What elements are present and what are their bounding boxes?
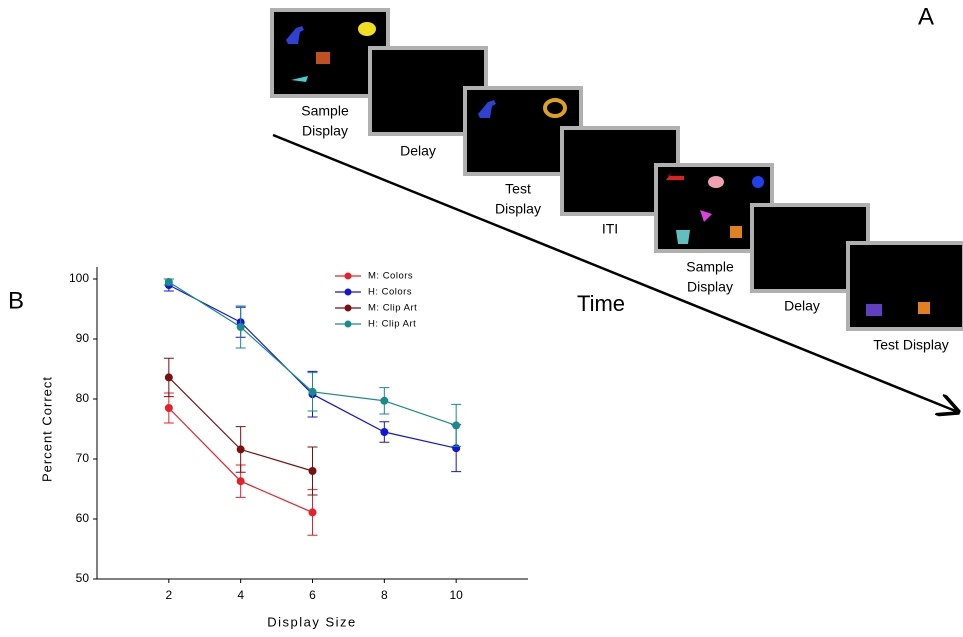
time-label: Time bbox=[577, 291, 625, 316]
screen-frame bbox=[846, 241, 963, 331]
x-axis-label: Display Size bbox=[267, 614, 357, 629]
x-tick-label: 6 bbox=[309, 588, 316, 602]
data-point bbox=[236, 323, 245, 331]
legend-label: H: Colors bbox=[368, 287, 412, 298]
y-tick-label: 90 bbox=[76, 331, 90, 345]
data-point bbox=[236, 445, 245, 454]
legend-label: M: Colors bbox=[368, 271, 413, 282]
line-chart: Percent Correct Display Size 50 60 70 80 90 1… bbox=[39, 267, 528, 629]
screen-caption: ITI bbox=[602, 221, 618, 237]
screen-caption: Sample bbox=[301, 103, 349, 119]
screen-caption: Delay bbox=[400, 143, 436, 159]
legend-marker bbox=[344, 272, 352, 280]
data-point bbox=[308, 467, 317, 475]
data-point bbox=[380, 396, 389, 405]
screen-caption: Test bbox=[505, 181, 531, 197]
data-point bbox=[236, 477, 245, 486]
data-point bbox=[308, 508, 317, 517]
x-tick-label: 2 bbox=[165, 588, 172, 602]
data-point bbox=[308, 387, 317, 396]
time-arrow bbox=[272, 133, 958, 412]
screen-caption: Delay bbox=[784, 298, 820, 314]
data-point bbox=[164, 278, 173, 286]
y-tick-label: 60 bbox=[76, 511, 90, 525]
data-point bbox=[164, 373, 173, 382]
screen-caption: Sample bbox=[686, 259, 734, 275]
legend-label: M: Clip Art bbox=[368, 303, 417, 314]
panel-label: A bbox=[918, 3, 934, 30]
screen-caption: Display bbox=[687, 279, 733, 295]
data-point bbox=[380, 428, 389, 436]
x-tick-label: 8 bbox=[381, 588, 388, 602]
y-tick-label: 80 bbox=[76, 391, 90, 405]
screen-caption: Test Display bbox=[873, 337, 948, 353]
legend-label: H: Clip Art bbox=[368, 319, 416, 330]
data-point bbox=[164, 404, 173, 412]
screen-caption: Display bbox=[495, 201, 541, 217]
screens: Sample Display Delay Test Display ITI Sample Di… bbox=[270, 8, 963, 353]
data-point bbox=[452, 421, 461, 430]
x-tick-label: 4 bbox=[237, 588, 244, 602]
y-tick-label: 70 bbox=[76, 451, 90, 465]
panel-label: B bbox=[8, 287, 24, 314]
legend-marker bbox=[344, 304, 352, 312]
y-axis-label: Percent Correct bbox=[39, 376, 54, 482]
legend-marker bbox=[344, 320, 352, 328]
y-tick-label: 50 bbox=[76, 571, 90, 585]
icons bbox=[286, 22, 930, 316]
legend-marker bbox=[344, 288, 352, 296]
x-tick-label: 10 bbox=[449, 588, 463, 602]
screen-caption: Display bbox=[302, 123, 348, 139]
y-tick-label: 100 bbox=[69, 271, 89, 285]
